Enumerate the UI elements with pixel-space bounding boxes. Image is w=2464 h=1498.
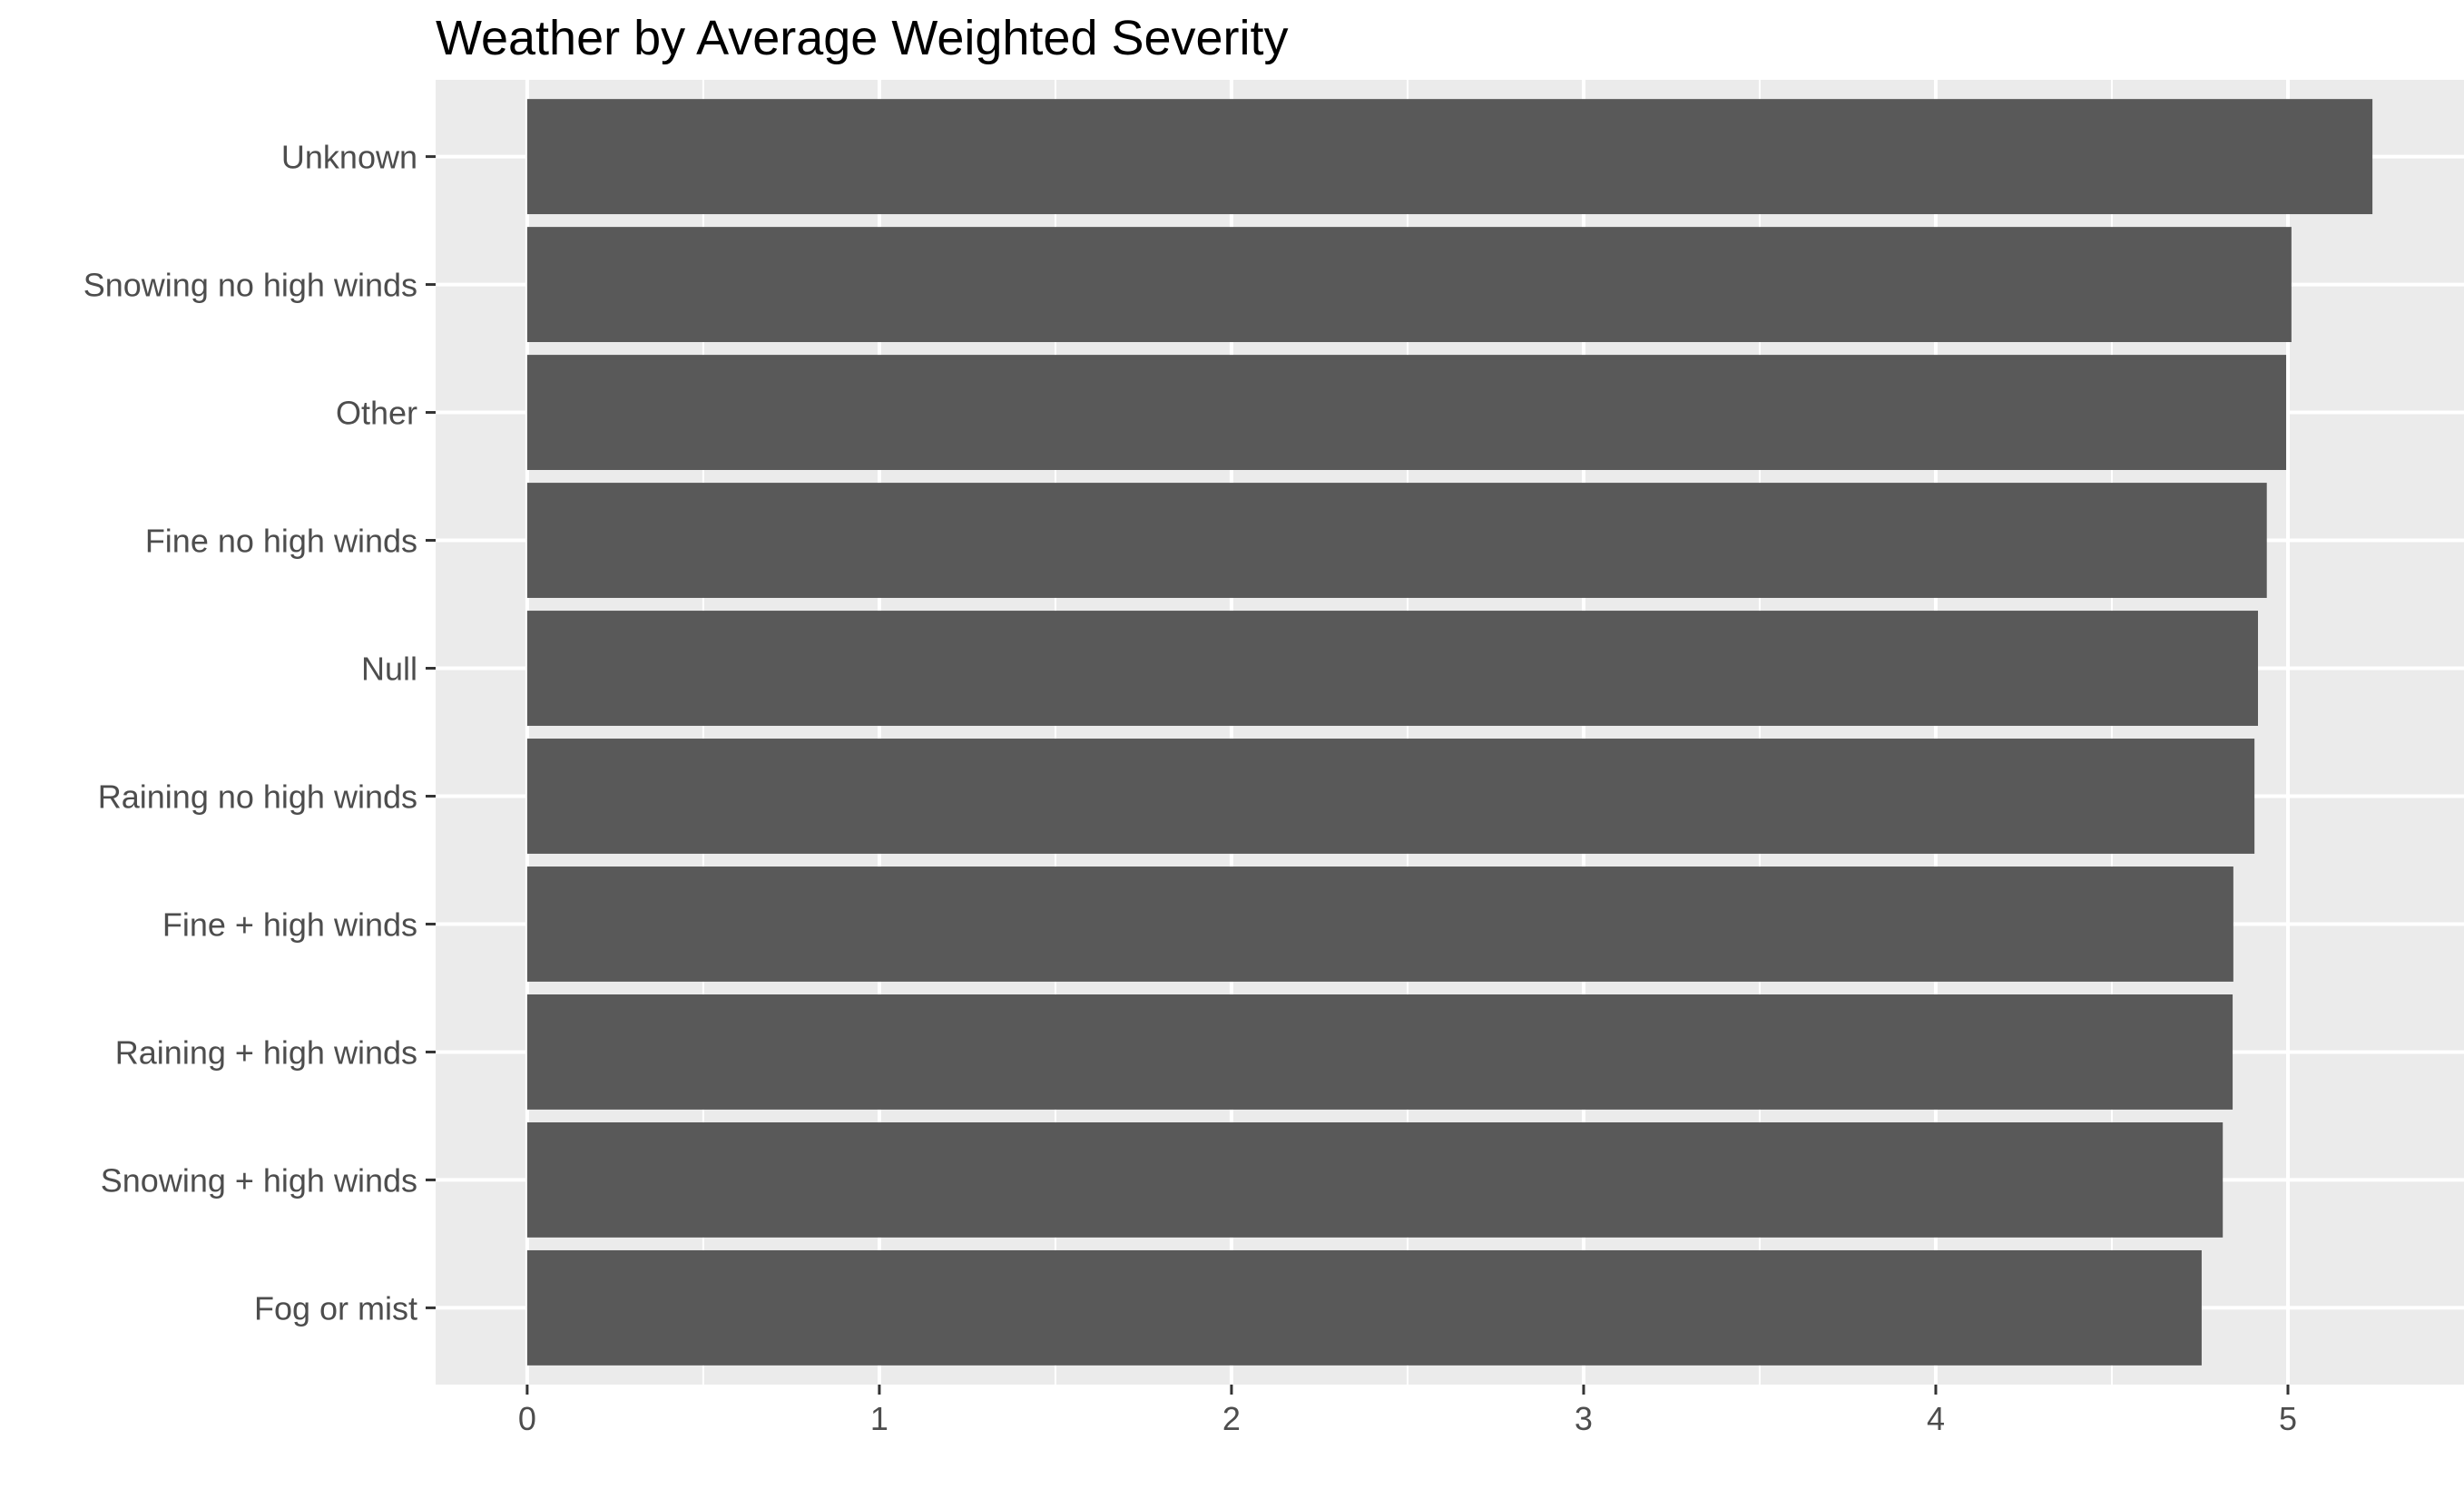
- y-tick-label: Snowing no high winds: [83, 267, 417, 304]
- bar: [526, 1249, 2202, 1366]
- y-axis: Unknown Snowing no high winds Other Fine no…: [83, 139, 436, 1327]
- y-tick-label: Snowing + high winds: [101, 1161, 417, 1199]
- bar: [526, 355, 2287, 470]
- y-tick-label: Raining + high winds: [115, 1033, 417, 1071]
- bar: [526, 611, 2259, 726]
- x-tick-label: 5: [2279, 1400, 2297, 1437]
- bars: [526, 99, 2373, 1366]
- bar: [526, 994, 2233, 1110]
- y-tick-label: Fine + high winds: [162, 906, 417, 943]
- x-tick-label: 3: [1575, 1400, 1593, 1437]
- x-tick-label: 1: [870, 1400, 888, 1437]
- y-tick-label: Unknown: [281, 139, 417, 176]
- x-axis: 0 1 2 3 4 5: [518, 1385, 2297, 1437]
- y-tick-label: Raining no high winds: [98, 778, 417, 815]
- x-tick-label: 2: [1222, 1400, 1241, 1437]
- bar: [526, 483, 2267, 598]
- y-tick-label: Fog or mist: [254, 1289, 417, 1327]
- y-tick-label: Other: [336, 395, 417, 432]
- x-tick-label: 0: [518, 1400, 536, 1437]
- bar: [526, 99, 2373, 215]
- y-tick-label: Null: [361, 651, 417, 688]
- y-tick-label: Fine no high winds: [145, 523, 417, 560]
- bar: [526, 227, 2292, 343]
- bar: [526, 1121, 2223, 1238]
- bar: [526, 739, 2255, 854]
- chart-title: Weather by Average Weighted Severity: [436, 11, 1289, 65]
- bar: [526, 866, 2233, 982]
- x-tick-label: 4: [1927, 1400, 1945, 1437]
